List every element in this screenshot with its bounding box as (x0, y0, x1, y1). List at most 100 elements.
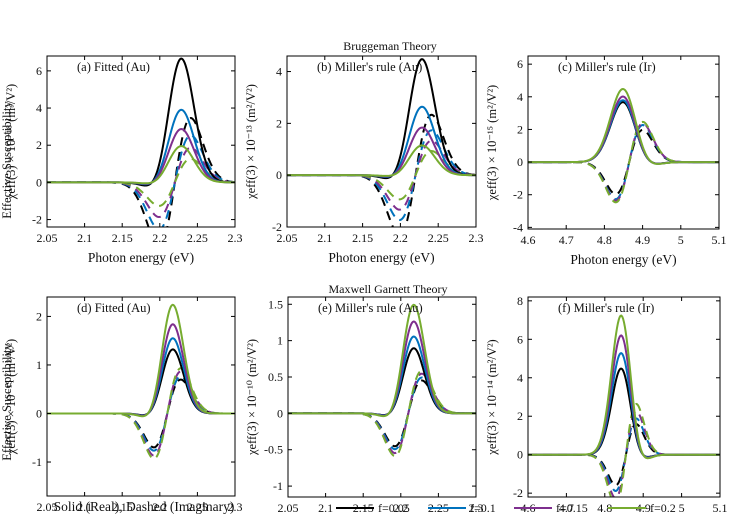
x-tick-label: 2.1 (77, 231, 92, 245)
x-tick-label: 2.15 (352, 231, 373, 245)
series-group (288, 303, 476, 458)
y-tick-label: -2 (272, 220, 282, 234)
y-tick-label: 6 (517, 57, 523, 71)
x-tick-label: 2.2 (152, 231, 167, 245)
x-tick-label: 4.8 (597, 233, 612, 247)
x-axis-label: Photon energy (eV) (570, 252, 676, 267)
y-tick-label: -2 (513, 188, 523, 202)
x-axis-label: Photon energy (eV) (88, 250, 194, 265)
y-tick-label: 4 (517, 371, 523, 385)
series-line-real-2 (47, 337, 235, 417)
x-tick-label: 2.2 (152, 500, 167, 514)
plot-frame (527, 296, 721, 498)
y-axis-label: χeff(3) × 10⁻¹⁰ (m²/V²) (245, 339, 259, 456)
series-line-real-2 (288, 335, 476, 417)
series-line-real-4 (47, 303, 235, 418)
x-tick-label: 2.1 (317, 231, 332, 245)
series-line-real-1 (287, 58, 476, 180)
y-axis-label: χeff(3) × 10⁻¹⁴ (m²/V²) (485, 339, 499, 455)
plot-frame (46, 55, 236, 228)
x-tick-label: 2.3 (469, 231, 484, 245)
row-title-bruggeman: Bruggeman Theory (343, 39, 436, 53)
x-tick-label: 2.05 (277, 231, 298, 245)
x-tick-label: 2.05 (37, 500, 58, 514)
y-axis-label: χeff(3) × 10⁻¹⁵ (m²/V²) (4, 339, 18, 455)
x-tick-label: 2.3 (228, 231, 243, 245)
series-line-real-3 (287, 126, 476, 178)
panel-title: (a) Fitted (Au) (77, 60, 150, 74)
panel-c: 4.6 4.7 4.8 4.9 5 5.1 -4 -2 0 2 4 6 (c) Miller's rul… (485, 55, 727, 267)
series-line-real-1 (47, 348, 235, 417)
x-tick-label: 5.1 (712, 233, 727, 247)
row-title-maxwell-garnett: Maxwell Garnett Theory (328, 282, 447, 296)
x-tick-label: 4.8 (597, 501, 612, 515)
y-axis-label: χeff(3) × 10⁻¹⁸ (m²/V²) (4, 84, 18, 200)
panel-title: (e) Miller's rule (Au) (318, 301, 423, 315)
panel-title: (b) Miller's rule (Au) (317, 60, 422, 74)
y-axis-label: χeff(3) × 10⁻¹⁵ (m²/V²) (485, 85, 499, 201)
legend-entry-4: f=0.2 (608, 501, 676, 515)
x-tick-label: 2.1 (77, 500, 92, 514)
series-line-real-1 (528, 367, 720, 458)
y-tick-label: 8 (517, 294, 523, 308)
series-line-real-2 (47, 108, 235, 186)
x-tick-label: 2.25 (187, 500, 208, 514)
x-axis-label: Photon energy (eV) (328, 250, 434, 265)
x-tick-label: 5 (679, 501, 685, 515)
series-group (528, 87, 719, 204)
legend-label: f=0.15 (556, 501, 588, 515)
y-tick-label: 0 (36, 406, 42, 420)
shared-ylabel-top: Effective Susceptibility (0, 101, 14, 219)
series-line-real-4 (528, 314, 720, 460)
y-tick-label: 6 (517, 332, 523, 346)
series-group (47, 57, 235, 227)
series-line-real-1 (528, 101, 719, 165)
series-line-real-4 (287, 144, 476, 177)
y-tick-label: -4 (513, 220, 523, 234)
x-tick-label: 2.2 (393, 501, 408, 515)
y-tick-label: 2 (36, 138, 42, 152)
legend-label: f=0.2 (650, 501, 676, 515)
y-tick-label: 2 (517, 409, 523, 423)
x-tick-label: 2.15 (112, 500, 133, 514)
legend-entry-2: f=0.1 (428, 501, 496, 515)
legend-entry-3: f=0.15 (514, 501, 588, 515)
series-line-real-2 (528, 352, 720, 459)
panel-title: (c) Miller's rule (Ir) (558, 60, 656, 74)
y-tick-label: 4 (276, 65, 282, 79)
series-group (47, 303, 235, 460)
y-tick-label: 1.5 (268, 297, 283, 311)
x-tick-label: 2.25 (187, 231, 208, 245)
y-tick-label: 4 (36, 101, 42, 115)
series-line-real-1 (47, 57, 235, 187)
x-tick-label: 4.6 (521, 233, 536, 247)
y-tick-label: 0 (276, 168, 282, 182)
series-line-real-4 (288, 303, 476, 418)
y-tick-label: 1 (277, 334, 283, 348)
panel-e: 2.05 2.1 2.15 2.2 2.25 2.3-1-0.500.511.5 (e) M… (245, 296, 484, 515)
x-tick-label: 2.3 (469, 501, 484, 515)
panel-title: (f) Miller's rule (Ir) (558, 301, 654, 315)
bottom-note: Solid (Real), Dashed (Imaginary) (54, 499, 235, 514)
shared-ylabel-bottom: Effective Susceptibility (0, 343, 14, 461)
x-tick-label: 2.25 (428, 231, 449, 245)
series-group (287, 58, 476, 227)
x-tick-label: 2.3 (228, 500, 243, 514)
y-tick-label: -2 (32, 213, 42, 227)
legend-entry-1: f=0.05 (336, 501, 410, 515)
x-tick-label: 2.1 (318, 501, 333, 515)
plot-frame (46, 296, 236, 497)
y-tick-label: 2 (36, 309, 42, 323)
series-line-real-3 (288, 320, 476, 417)
x-tick-label: 2.05 (37, 231, 58, 245)
series-line-real-2 (528, 99, 719, 165)
legend-label: f=0.05 (378, 501, 410, 515)
y-tick-label: 0 (36, 175, 42, 189)
x-tick-label: 4.7 (559, 233, 574, 247)
panel-title: (d) Fitted (Au) (77, 301, 151, 315)
y-tick-label: -1 (273, 479, 283, 493)
legend-label: f=0.1 (470, 501, 496, 515)
